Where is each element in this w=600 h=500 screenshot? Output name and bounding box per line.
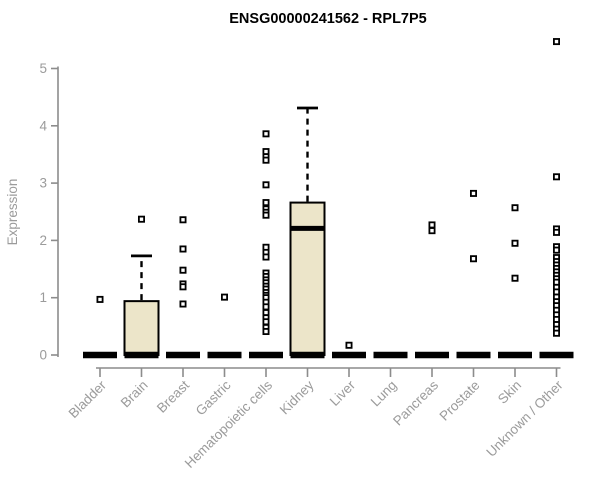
outlier-point [262, 328, 270, 336]
outlier-point [511, 239, 519, 247]
x-category-label: Unknown / Other [483, 377, 566, 460]
outlier-point [179, 283, 187, 291]
outlier-point [511, 204, 519, 212]
outlier-point [96, 295, 104, 303]
outlier-point [553, 173, 561, 181]
outlier-point [428, 227, 436, 235]
outlier-point [262, 181, 270, 189]
outlier-point [179, 300, 187, 308]
outlier-point [469, 189, 477, 197]
outlier-point [262, 211, 270, 219]
x-category-label: Pancreas [390, 377, 441, 428]
outlier-point [553, 38, 561, 46]
box [289, 201, 326, 356]
y-tick-label: 0 [39, 348, 47, 363]
outlier-point [137, 215, 145, 223]
outlier-point [220, 293, 228, 301]
x-category-label: Breast [154, 377, 192, 415]
outlier-point [428, 221, 436, 229]
outlier-point [179, 266, 187, 274]
x-category-label: Prostate [436, 378, 482, 424]
outlier-point [179, 216, 187, 224]
outlier-point [553, 246, 561, 254]
outlier-point [262, 130, 270, 138]
y-tick-label: 2 [39, 233, 47, 248]
x-category-label: Liver [327, 377, 359, 409]
y-tick-label: 3 [39, 176, 47, 191]
outlier-point [262, 199, 270, 207]
y-tick-label: 1 [39, 290, 47, 305]
outlier-point [262, 253, 270, 261]
x-category-label: Brain [118, 378, 151, 411]
outlier-point [553, 329, 561, 337]
y-tick-label: 5 [39, 61, 47, 76]
y-tick-label: 4 [39, 118, 47, 133]
outlier-point [262, 318, 270, 326]
chart-title: ENSG00000241562 - RPL7P5 [229, 11, 427, 27]
outlier-point [179, 245, 187, 253]
x-category-label: Lung [368, 378, 400, 410]
box [123, 300, 160, 356]
outlier-point [469, 255, 477, 263]
x-category-label: Gastric [193, 377, 234, 418]
y-axis-label: Expression [5, 179, 20, 246]
outlier-point [262, 303, 270, 311]
outlier-point [511, 274, 519, 282]
outlier-point [553, 228, 561, 236]
outlier-point [345, 341, 353, 349]
outlier-point [262, 156, 270, 164]
x-category-label: Kidney [277, 377, 317, 417]
x-category-label: Bladder [66, 377, 110, 421]
x-category-label: Skin [495, 378, 524, 407]
